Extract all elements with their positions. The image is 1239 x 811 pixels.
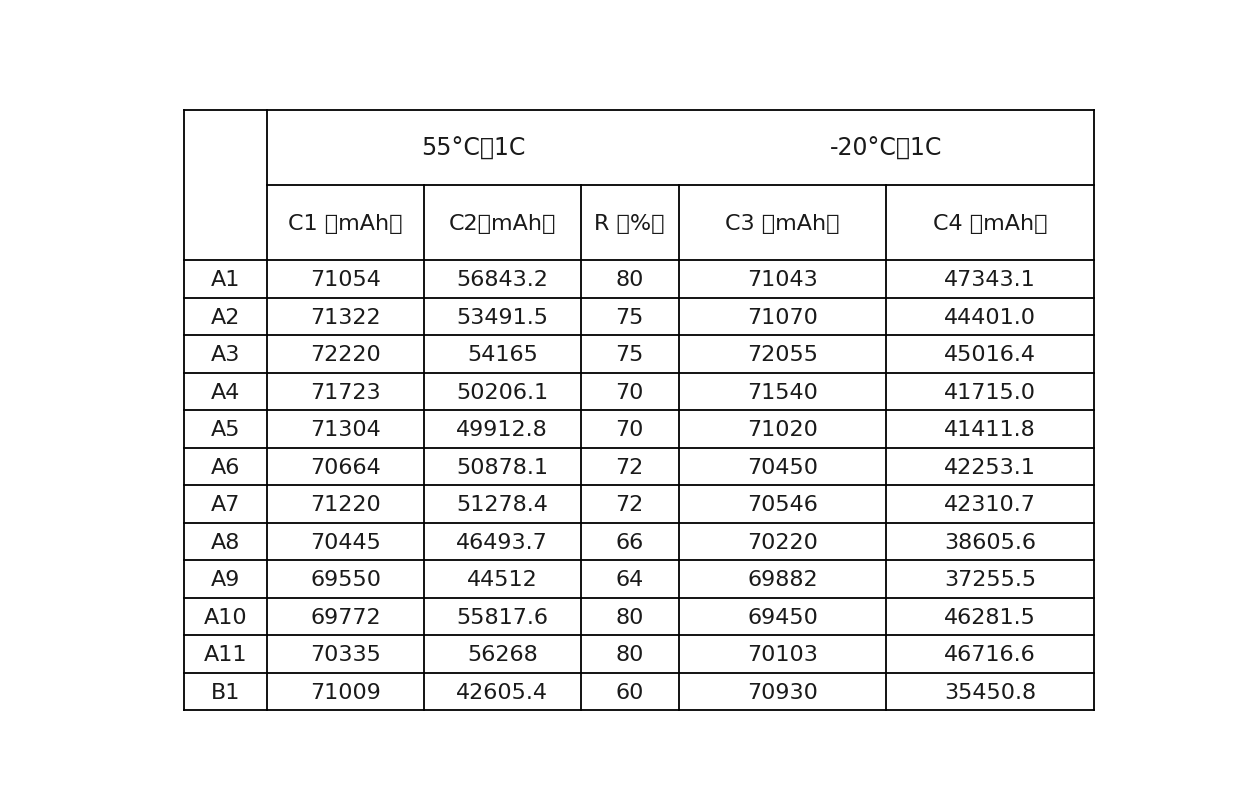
Text: 71009: 71009 — [310, 682, 382, 702]
Text: 37255.5: 37255.5 — [944, 569, 1036, 590]
Text: 72: 72 — [616, 495, 644, 514]
Text: 70546: 70546 — [747, 495, 818, 514]
Text: A8: A8 — [211, 532, 240, 552]
Text: A2: A2 — [211, 307, 240, 327]
Text: A6: A6 — [211, 457, 240, 477]
Text: 49912.8: 49912.8 — [456, 419, 548, 440]
Text: A3: A3 — [211, 345, 240, 365]
Text: 45016.4: 45016.4 — [944, 345, 1036, 365]
Text: 72055: 72055 — [747, 345, 818, 365]
Text: 70335: 70335 — [310, 645, 382, 664]
Text: 70930: 70930 — [747, 682, 818, 702]
Text: 56843.2: 56843.2 — [456, 270, 548, 290]
Text: 69450: 69450 — [747, 607, 818, 627]
Text: 44401.0: 44401.0 — [944, 307, 1036, 327]
Text: 70664: 70664 — [310, 457, 382, 477]
Text: 64: 64 — [616, 569, 644, 590]
Text: 72220: 72220 — [310, 345, 382, 365]
Text: A11: A11 — [203, 645, 248, 664]
Text: C1 （mAh）: C1 （mAh） — [289, 213, 403, 234]
Text: 60: 60 — [616, 682, 644, 702]
Text: 51278.4: 51278.4 — [456, 495, 548, 514]
Text: 50206.1: 50206.1 — [456, 382, 549, 402]
Text: A10: A10 — [203, 607, 248, 627]
Text: R （%）: R （%） — [595, 213, 665, 234]
Text: 71054: 71054 — [310, 270, 382, 290]
Text: 56268: 56268 — [467, 645, 538, 664]
Text: 70: 70 — [616, 419, 644, 440]
Text: 50878.1: 50878.1 — [456, 457, 549, 477]
Text: A4: A4 — [211, 382, 240, 402]
Text: 41715.0: 41715.0 — [944, 382, 1036, 402]
Text: 71322: 71322 — [311, 307, 382, 327]
Text: 55°C、1C: 55°C、1C — [421, 136, 525, 161]
Text: B1: B1 — [211, 682, 240, 702]
Text: A7: A7 — [211, 495, 240, 514]
Text: 54165: 54165 — [467, 345, 538, 365]
Text: 71070: 71070 — [747, 307, 818, 327]
Text: 44512: 44512 — [467, 569, 538, 590]
Text: 46493.7: 46493.7 — [456, 532, 548, 552]
Text: 70: 70 — [616, 382, 644, 402]
Text: 42605.4: 42605.4 — [456, 682, 549, 702]
Text: 80: 80 — [616, 645, 644, 664]
Text: 80: 80 — [616, 270, 644, 290]
Text: 35450.8: 35450.8 — [944, 682, 1036, 702]
Text: C2（mAh）: C2（mAh） — [449, 213, 556, 234]
Text: 47343.1: 47343.1 — [944, 270, 1036, 290]
Text: C4 （mAh）: C4 （mAh） — [933, 213, 1047, 234]
Text: -20°C、1C: -20°C、1C — [830, 136, 943, 161]
Text: A1: A1 — [211, 270, 240, 290]
Text: 42253.1: 42253.1 — [944, 457, 1036, 477]
Text: 41411.8: 41411.8 — [944, 419, 1036, 440]
Text: 42310.7: 42310.7 — [944, 495, 1036, 514]
Text: 70445: 70445 — [310, 532, 382, 552]
Text: 72: 72 — [616, 457, 644, 477]
Text: 55817.6: 55817.6 — [456, 607, 549, 627]
Text: 66: 66 — [616, 532, 644, 552]
Text: 75: 75 — [616, 345, 644, 365]
Text: 53491.5: 53491.5 — [456, 307, 549, 327]
Text: A9: A9 — [211, 569, 240, 590]
Text: 46281.5: 46281.5 — [944, 607, 1036, 627]
Text: 46716.6: 46716.6 — [944, 645, 1036, 664]
Text: 38605.6: 38605.6 — [944, 532, 1036, 552]
Text: 71220: 71220 — [310, 495, 382, 514]
Text: 71723: 71723 — [311, 382, 382, 402]
Text: 71540: 71540 — [747, 382, 818, 402]
Text: 70450: 70450 — [747, 457, 818, 477]
Text: 69550: 69550 — [310, 569, 382, 590]
Text: 69882: 69882 — [747, 569, 818, 590]
Text: 80: 80 — [616, 607, 644, 627]
Text: 70220: 70220 — [747, 532, 818, 552]
Text: 70103: 70103 — [747, 645, 818, 664]
Text: 71020: 71020 — [747, 419, 818, 440]
Text: 71304: 71304 — [310, 419, 382, 440]
Text: C3 （mAh）: C3 （mAh） — [725, 213, 840, 234]
Text: 71043: 71043 — [747, 270, 818, 290]
Text: 69772: 69772 — [311, 607, 382, 627]
Text: A5: A5 — [211, 419, 240, 440]
Text: 75: 75 — [616, 307, 644, 327]
